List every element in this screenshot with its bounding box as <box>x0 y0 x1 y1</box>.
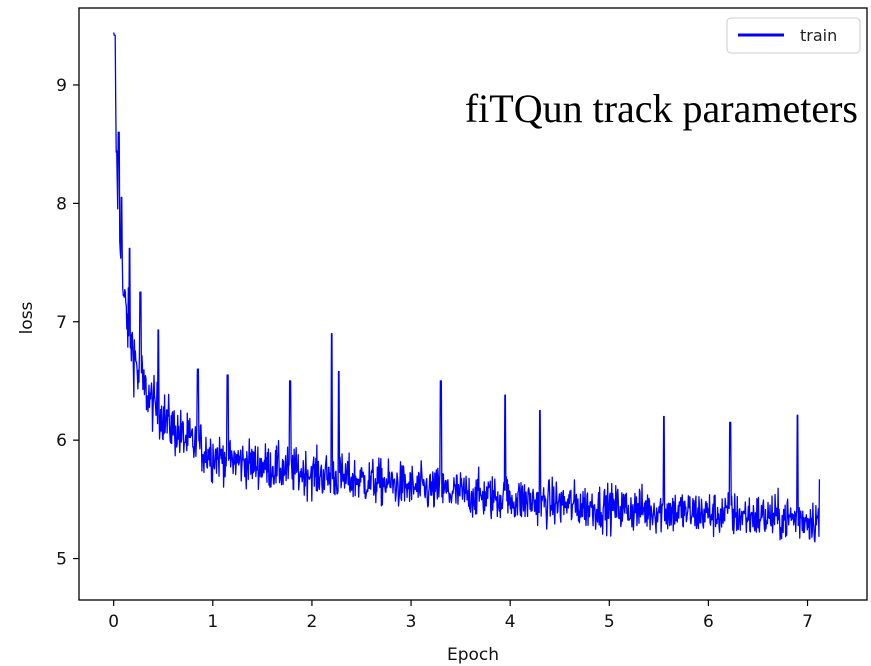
x-axis-label: Epoch <box>447 645 499 665</box>
y-tick-label: 8 <box>56 194 67 214</box>
legend-box <box>726 17 861 54</box>
y-tick-label: 9 <box>56 76 67 96</box>
y-tick-label: 7 <box>56 313 67 333</box>
x-tick-label: 3 <box>406 612 417 632</box>
legend-train-label: train <box>800 26 837 45</box>
x-tick-label: 2 <box>307 612 318 632</box>
y-tick-label: 5 <box>56 550 67 570</box>
ticks-group: 0 1 2 3 4 5 6 7 5 6 7 8 9 <box>56 76 813 632</box>
series-train-line <box>113 32 821 543</box>
x-tick-label: 6 <box>703 612 714 632</box>
x-tick-label: 4 <box>505 612 516 632</box>
x-tick-label: 1 <box>207 612 218 632</box>
chart-overlay-title: fiTQun track parameters <box>465 86 858 131</box>
y-tick-label: 6 <box>56 431 67 451</box>
y-axis-label: loss <box>17 301 37 334</box>
legend: train <box>726 17 861 54</box>
x-tick-label: 7 <box>802 612 813 632</box>
x-tick-label: 0 <box>108 612 119 632</box>
plot-frame <box>78 7 868 601</box>
x-tick-label: 5 <box>604 612 615 632</box>
